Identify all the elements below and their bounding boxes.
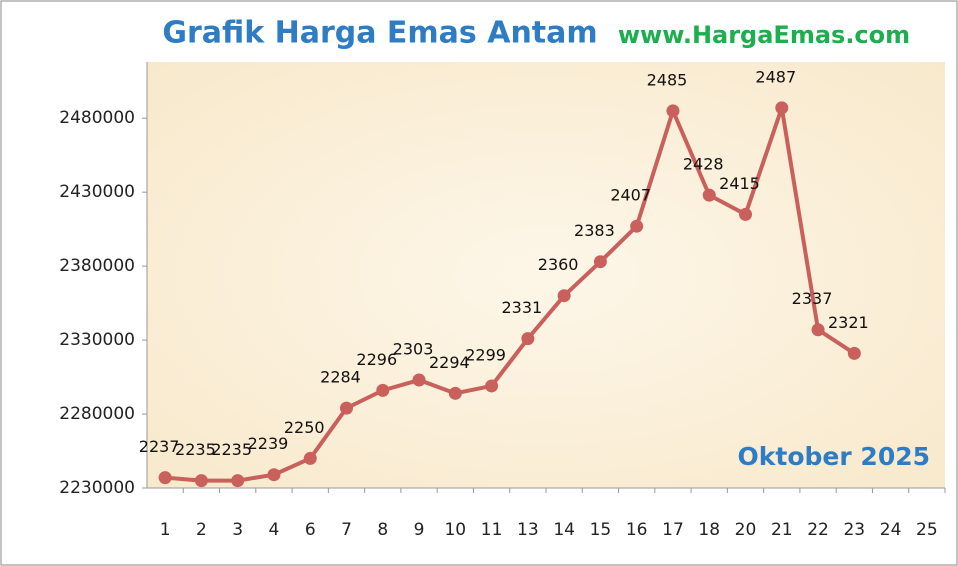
x-tick-label: 9	[414, 520, 425, 540]
data-label: 2415	[719, 174, 760, 193]
data-label: 2485	[647, 70, 688, 89]
x-tick-label: 4	[269, 520, 280, 540]
x-tick-label: 20	[735, 520, 757, 540]
x-tick-label: 13	[517, 520, 539, 540]
data-point	[376, 383, 390, 397]
data-label: 2360	[538, 255, 579, 274]
data-point	[666, 104, 680, 118]
data-point	[412, 373, 426, 387]
data-label: 2284	[320, 368, 361, 387]
data-point	[775, 101, 789, 115]
data-point	[521, 332, 535, 346]
data-label: 2321	[828, 313, 869, 332]
x-tick-label: 10	[444, 520, 466, 540]
data-point	[340, 401, 353, 415]
y-tick-label: 2380000	[59, 256, 135, 276]
x-tick-label: 15	[590, 520, 612, 540]
data-label: 2331	[502, 298, 543, 317]
plot-area	[147, 62, 945, 488]
x-tick-label: 3	[232, 520, 243, 540]
data-point	[448, 386, 462, 400]
y-tick-label: 2280000	[59, 404, 135, 424]
y-tick-label: 2430000	[59, 182, 135, 202]
x-tick-label: 18	[698, 520, 720, 540]
data-label: 2299	[465, 345, 506, 364]
data-label: 2239	[248, 434, 289, 453]
data-label: 2407	[610, 186, 651, 205]
data-label: 2235	[175, 440, 216, 459]
data-label: 2237	[139, 437, 180, 456]
x-tick-label: 23	[843, 520, 865, 540]
x-tick-label: 21	[771, 520, 793, 540]
data-point	[194, 474, 208, 488]
data-label: 2337	[792, 289, 833, 308]
data-point	[593, 255, 607, 269]
x-tick-label: 1	[160, 520, 171, 540]
data-point	[557, 289, 571, 303]
data-label: 2428	[683, 155, 724, 174]
x-tick-label: 24	[880, 520, 902, 540]
data-point	[702, 188, 716, 202]
data-point	[303, 451, 317, 465]
data-point	[847, 346, 861, 360]
series-line	[164, 105, 856, 483]
annotation: Oktober 2025	[738, 442, 930, 471]
data-point	[811, 323, 825, 337]
x-tick-label: 2	[196, 520, 207, 540]
x-tick-label: 25	[916, 520, 938, 540]
data-point	[158, 471, 172, 485]
x-tick-label: 7	[341, 520, 352, 540]
x-tick-label: 6	[305, 520, 316, 540]
x-tick-label: 14	[553, 520, 575, 540]
data-label: 2294	[429, 353, 470, 372]
y-tick-label: 2480000	[59, 108, 135, 128]
x-tick-label: 17	[662, 520, 684, 540]
chart-title: Grafik Harga Emas Antam	[162, 16, 597, 51]
data-label: 2235	[211, 440, 252, 459]
x-tick-label: 11	[481, 520, 503, 540]
data-label: 2487	[755, 67, 796, 86]
data-label: 2383	[574, 221, 615, 240]
x-tick-label: 22	[807, 520, 829, 540]
data-label: 2250	[284, 418, 325, 437]
data-point	[267, 468, 281, 482]
data-point	[630, 219, 644, 233]
y-tick-label: 2230000	[59, 478, 135, 498]
y-tick-label: 2330000	[59, 330, 135, 350]
chart-subtitle: www.HargaEmas.com	[618, 21, 910, 49]
data-point	[485, 379, 499, 393]
data-label: 2296	[356, 350, 397, 369]
data-label: 2303	[393, 340, 434, 359]
data-point	[231, 474, 245, 488]
data-point	[739, 207, 752, 221]
x-tick-label: 8	[377, 520, 388, 540]
x-tick-label: 16	[626, 520, 648, 540]
